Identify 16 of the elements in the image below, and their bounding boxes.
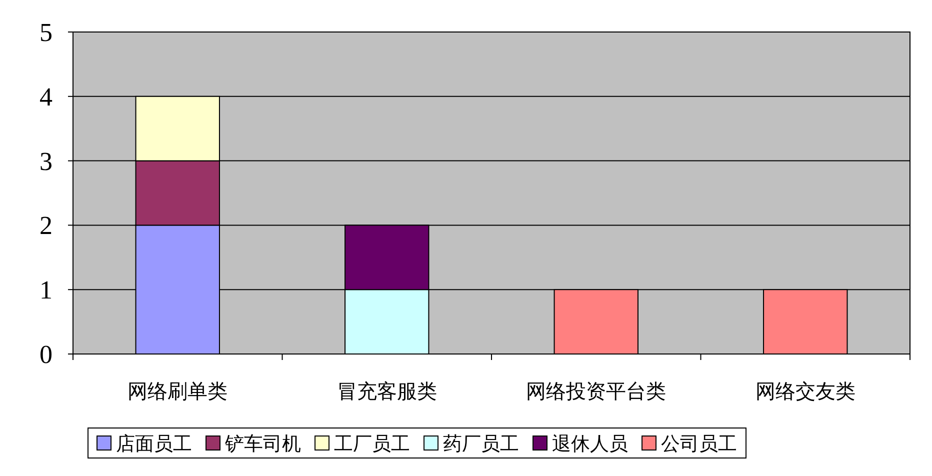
x-tick-label: 网络投资平台类 [526,379,666,403]
y-tick-label: 0 [40,340,52,369]
legend-label: 药厂员工 [443,433,519,455]
y-tick-label: 4 [40,82,52,112]
x-tick-label: 冒充客服类 [336,379,437,403]
x-tick-label: 网络刷单类 [128,379,228,403]
legend-label: 公司员工 [661,433,737,455]
legend-label: 工厂员工 [334,433,410,455]
y-tick-label: 2 [40,211,52,240]
legend-label: 退休人员 [552,433,628,455]
legend-label: 店面员工 [116,433,192,455]
y-tick-label: 1 [40,276,52,305]
y-tick-label: 3 [40,146,52,176]
legend-label: 铲车司机 [224,433,301,455]
x-tick-label: 网络交友类 [755,379,856,403]
y-tick-label: 5 [40,18,52,47]
